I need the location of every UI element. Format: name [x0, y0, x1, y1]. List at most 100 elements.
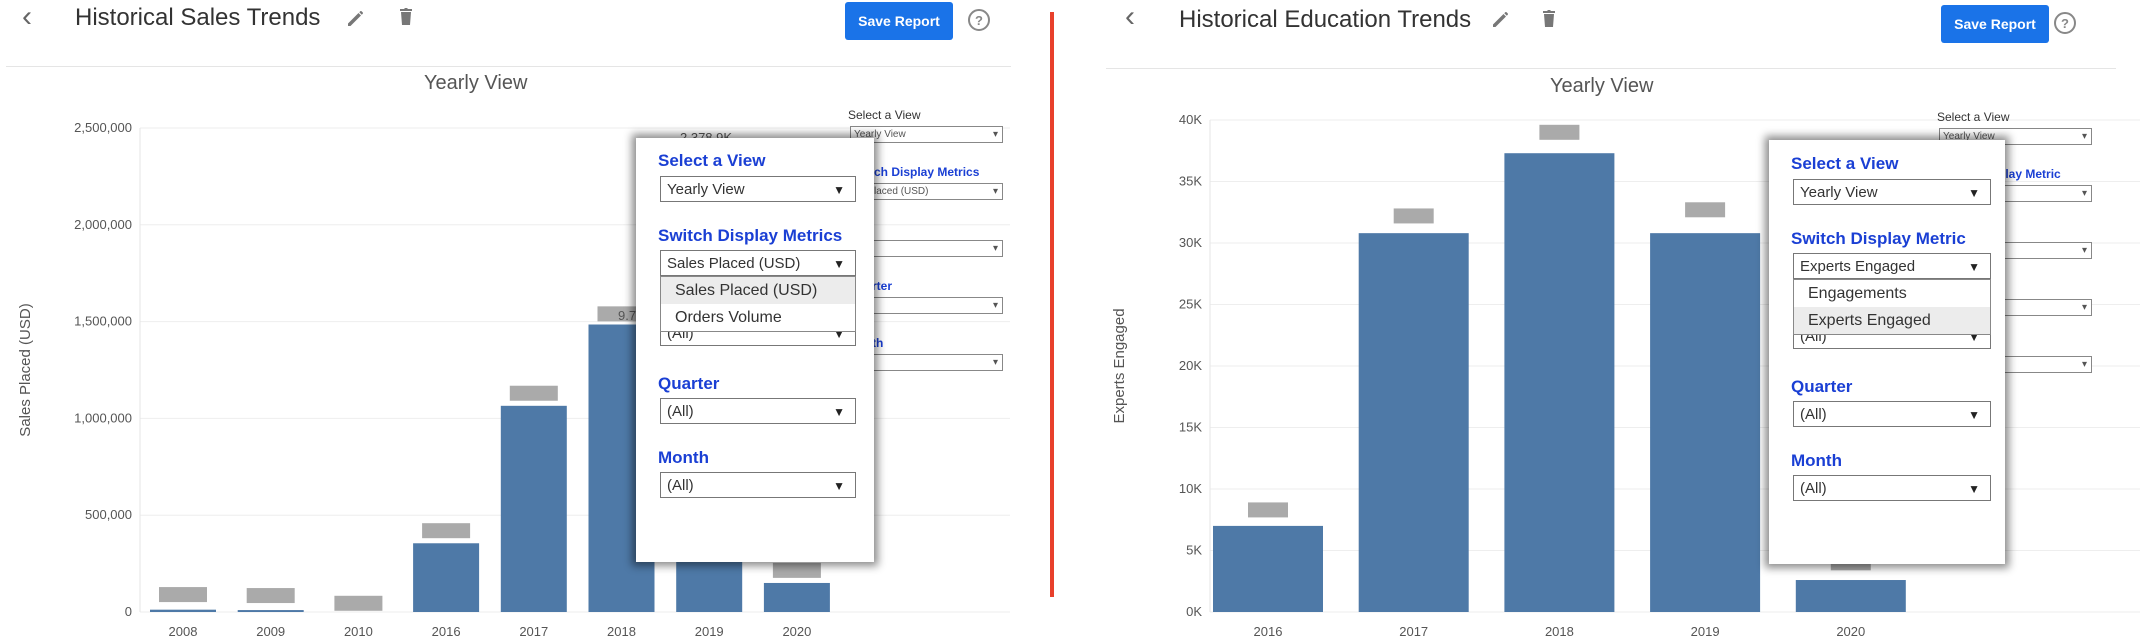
reference-marker [1393, 208, 1434, 224]
month-select[interactable]: (All) ▼ [1793, 475, 1991, 501]
chevron-down-icon: ▼ [1968, 260, 1980, 274]
chart-title: Yearly View [424, 72, 528, 94]
chevron-left-icon[interactable]: ‹ [22, 0, 32, 33]
bar [413, 543, 480, 612]
month-label: Month [658, 448, 709, 467]
y-tick-label: 0 [125, 604, 132, 619]
bg-metric-select[interactable]: es Placed (USD) [850, 183, 1003, 200]
x-tick-label: 2019 [695, 624, 724, 639]
chart-title: Yearly View [1550, 75, 1654, 97]
view-select[interactable]: Yearly View ▼ [1793, 179, 1991, 205]
y-tick-label: 35K [1179, 174, 1202, 189]
x-tick-label: 2010 [344, 624, 373, 639]
reference-marker [509, 385, 558, 401]
help-icon[interactable]: ? [968, 9, 990, 31]
dropdown-option[interactable]: Experts Engaged [1794, 307, 1990, 334]
reference-marker [246, 588, 295, 604]
metric-label: Switch Display Metric [1791, 229, 1966, 248]
pencil-icon[interactable] [344, 6, 368, 30]
chevron-down-icon: ▼ [833, 257, 845, 271]
y-axis-label: Experts Engaged [1111, 308, 1128, 423]
bg-metric-label: isplay Metric [1988, 167, 2061, 181]
bar [676, 553, 743, 612]
metric-dropdown: Sales Placed (USD) Orders Volume [660, 276, 856, 332]
save-report-button[interactable]: Save Report [1941, 5, 2049, 43]
metric-label: Switch Display Metrics [658, 226, 843, 245]
panel-divider [1050, 12, 1054, 597]
y-tick-label: 25K [1179, 297, 1202, 312]
bar [1650, 233, 1761, 612]
metric-select-value: Sales Placed (USD) [667, 255, 801, 272]
filter-popup: Select a View Yearly View ▼ Switch Displa… [636, 138, 874, 562]
header-divider [1106, 68, 2116, 69]
y-tick-label: 1,000,000 [74, 410, 132, 425]
page-title: Historical Sales Trends [75, 4, 321, 31]
x-tick-label: 2019 [1691, 624, 1720, 639]
education-trends-panel: ‹ Historical Education Trends Save Repor… [1100, 0, 2148, 644]
metric-select[interactable]: Sales Placed (USD) ▼ [660, 250, 856, 276]
x-tick-label: 2017 [519, 624, 548, 639]
chevron-down-icon: ▼ [833, 327, 845, 341]
sales-trends-panel: ‹ Historical Sales Trends Save Report ? … [0, 0, 1015, 644]
data-label: 9.7 [618, 308, 636, 323]
view-select[interactable]: Yearly View ▼ [660, 176, 856, 202]
bar [1213, 525, 1323, 612]
x-tick-label: 2016 [1254, 624, 1283, 639]
month-select-value: (All) [1800, 480, 1827, 497]
bg-metric-label: tch Display Metrics [870, 165, 980, 179]
view-select-value: Yearly View [667, 181, 745, 198]
dropdown-option[interactable]: Engagements [1808, 285, 1907, 302]
view-select-value: Yearly View [1800, 184, 1878, 201]
y-tick-label: 20K [1179, 358, 1202, 373]
metric-select[interactable]: Experts Engaged ▼ [1793, 253, 1991, 279]
quarter-select[interactable]: (All) ▼ [1793, 401, 1991, 427]
y-axis-label: Sales Placed (USD) [17, 303, 34, 436]
bar [763, 582, 830, 612]
metric-dropdown: Engagements Experts Engaged [1793, 279, 1991, 335]
month-label: Month [1791, 451, 1842, 470]
y-tick-label: 2,500,000 [74, 120, 132, 135]
x-tick-label: 2009 [256, 624, 285, 639]
bar [1504, 153, 1615, 612]
chevron-down-icon: ▼ [1968, 482, 1980, 496]
quarter-select-value: (All) [1800, 406, 1827, 423]
x-tick-label: 2020 [1836, 624, 1865, 639]
trash-icon[interactable] [394, 4, 418, 28]
bg-view-select[interactable]: Yearly View [850, 126, 1003, 143]
quarter-label: Quarter [1791, 377, 1853, 396]
y-tick-label: 15K [1179, 420, 1202, 435]
y-tick-label: 30K [1179, 235, 1202, 250]
bar [237, 610, 304, 612]
reference-marker [1248, 502, 1288, 518]
help-icon[interactable]: ? [2054, 12, 2076, 34]
save-report-button[interactable]: Save Report [845, 2, 953, 40]
x-tick-label: 2018 [607, 624, 636, 639]
quarter-select[interactable]: (All) ▼ [660, 398, 856, 424]
bar [1358, 233, 1469, 612]
bg-view-label: Select a View [1937, 110, 2010, 124]
chevron-left-icon[interactable]: ‹ [1125, 0, 1135, 33]
reference-marker [1539, 124, 1580, 140]
month-select[interactable]: (All) ▼ [660, 472, 856, 498]
quarter-label: Quarter [658, 374, 720, 393]
dropdown-option[interactable]: Orders Volume [675, 309, 782, 326]
reference-marker [422, 523, 471, 539]
x-tick-label: 2008 [169, 624, 198, 639]
trash-icon[interactable] [1537, 6, 1561, 30]
bg-month-label: th [872, 336, 884, 350]
y-tick-label: 5K [1186, 543, 1202, 558]
chevron-down-icon: ▼ [833, 405, 845, 419]
y-tick-label: 2,000,000 [74, 217, 132, 232]
bar [1795, 580, 1906, 612]
chevron-down-icon: ▼ [833, 479, 845, 493]
reference-marker [159, 587, 207, 603]
month-select-value: (All) [667, 477, 694, 494]
chevron-down-icon: ▼ [833, 183, 845, 197]
page-title: Historical Education Trends [1179, 6, 1472, 33]
bg-quarter-label: rter [872, 279, 893, 293]
chevron-down-icon: ▼ [1968, 408, 1980, 422]
x-tick-label: 2020 [782, 624, 811, 639]
dropdown-option[interactable]: Sales Placed (USD) [661, 277, 855, 304]
pencil-icon[interactable] [1489, 7, 1513, 31]
reference-marker [597, 306, 646, 322]
